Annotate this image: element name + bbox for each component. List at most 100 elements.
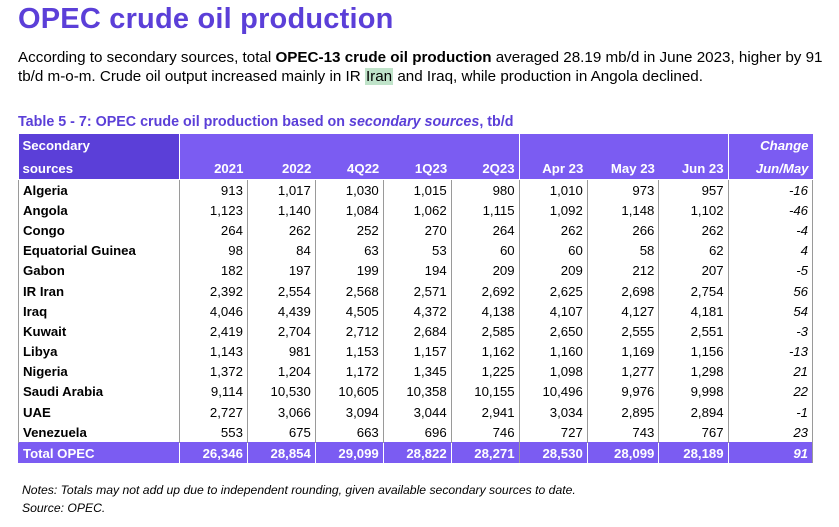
- intro-bold: OPEC-13 crude oil production: [275, 49, 492, 66]
- value-cell: 696: [382, 422, 452, 443]
- value-cell: 4,138: [450, 301, 520, 322]
- change-cell: 21: [727, 361, 814, 382]
- value-cell: 182: [179, 260, 248, 281]
- country-cell: Libya: [18, 341, 180, 362]
- value-cell: 10,605: [314, 381, 384, 403]
- value-cell: 767: [658, 422, 729, 443]
- country-cell: Kuwait: [18, 321, 180, 342]
- value-cell: 28,189: [658, 442, 729, 464]
- change-cell: -4: [727, 220, 814, 241]
- value-cell: 266: [586, 220, 659, 241]
- change-cell: -3: [727, 321, 814, 342]
- table-row: UAE 2,727 3,066 3,094 3,044 2,941 3,034 2,895 2,…: [18, 402, 814, 423]
- header-period: 2022: [247, 157, 316, 180]
- value-cell: 2,712: [314, 321, 384, 342]
- value-cell: 84: [246, 240, 316, 261]
- change-cell: 4: [727, 240, 814, 261]
- value-cell: 262: [518, 220, 588, 241]
- value-cell: 264: [450, 220, 520, 241]
- value-cell: 28,271: [450, 442, 520, 464]
- value-cell: 2,392: [179, 280, 248, 302]
- header-period: Apr 23: [518, 157, 588, 180]
- value-cell: 2,727: [179, 402, 248, 423]
- intro-text-1: According to secondary sources, total: [18, 49, 276, 66]
- change-cell: -46: [727, 200, 814, 221]
- value-cell: 2,571: [382, 280, 452, 302]
- value-cell: 1,148: [586, 200, 659, 221]
- value-cell: 2,684: [382, 321, 452, 342]
- page-title: OPEC crude oil production: [18, 3, 394, 35]
- value-cell: 1,084: [314, 200, 384, 221]
- country-cell: Iraq: [18, 301, 180, 322]
- value-cell: 9,998: [658, 381, 729, 403]
- value-cell: 10,530: [246, 381, 316, 403]
- country-cell: IR Iran: [18, 280, 180, 302]
- value-cell: 2,554: [246, 280, 316, 302]
- country-cell: Nigeria: [18, 361, 180, 382]
- table-row: Saudi Arabia 9,114 10,530 10,605 10,358 10,15…: [18, 381, 814, 403]
- value-cell: 1,156: [658, 341, 729, 362]
- value-cell: 553: [179, 422, 248, 443]
- value-cell: 1,010: [518, 179, 588, 201]
- value-cell: 2,754: [658, 280, 729, 302]
- value-cell: 1,204: [246, 361, 316, 382]
- value-cell: 1,102: [658, 200, 729, 221]
- value-cell: 3,034: [518, 402, 588, 423]
- table-row: Gabon 182 197 199 194 209 209 212 207 -5: [18, 260, 814, 281]
- table-row: Venezuela 553 675 663 696 746 727 743 767 23: [18, 422, 814, 443]
- value-cell: 62: [658, 240, 729, 261]
- table-caption: Table 5 - 7: OPEC crude oil production b…: [18, 114, 513, 130]
- value-cell: 663: [314, 422, 384, 443]
- country-cell: Saudi Arabia: [18, 381, 180, 403]
- value-cell: 252: [314, 220, 384, 241]
- value-cell: 2,698: [586, 280, 659, 302]
- table-row: Iraq 4,046 4,439 4,505 4,372 4,138 4,107 4,127 4…: [18, 301, 814, 322]
- value-cell: 1,030: [314, 179, 384, 201]
- value-cell: 1,372: [179, 361, 248, 382]
- change-cell: -5: [727, 260, 814, 281]
- value-cell: 981: [246, 341, 316, 362]
- value-cell: 26,346: [179, 442, 248, 464]
- table-row: Angola 1,123 1,140 1,084 1,062 1,115 1,092 1,14…: [18, 200, 814, 221]
- header-label-secondary: Secondary: [18, 134, 180, 157]
- table-row: IR Iran 2,392 2,554 2,568 2,571 2,692 2,625 2,6…: [18, 280, 814, 302]
- value-cell: 746: [450, 422, 520, 443]
- value-cell: 743: [586, 422, 659, 443]
- header-period: May 23: [587, 157, 659, 180]
- value-cell: 1,017: [246, 179, 316, 201]
- value-cell: 727: [518, 422, 588, 443]
- change-cell: 56: [727, 280, 814, 302]
- value-cell: 2,895: [586, 402, 659, 423]
- change-cell: 91: [727, 442, 814, 464]
- value-cell: 28,822: [382, 442, 452, 464]
- value-cell: 1,143: [179, 341, 248, 362]
- value-cell: 1,062: [382, 200, 452, 221]
- value-cell: 58: [586, 240, 659, 261]
- intro-highlight: Iran: [364, 68, 394, 85]
- header-label-sources: sources: [18, 157, 180, 180]
- country-cell: Congo: [18, 220, 180, 241]
- value-cell: 207: [658, 260, 729, 281]
- change-cell: -16: [727, 179, 814, 201]
- value-cell: 1,298: [658, 361, 729, 382]
- value-cell: 60: [450, 240, 520, 261]
- value-cell: 262: [658, 220, 729, 241]
- country-cell: UAE: [18, 402, 180, 423]
- value-cell: 10,358: [382, 381, 452, 403]
- header-change-sub: Jun/May: [727, 157, 813, 180]
- value-cell: 2,419: [179, 321, 248, 342]
- header-change: Change: [727, 134, 813, 157]
- production-table: Secondary Change sources 2021 2022 4Q22 …: [18, 134, 814, 464]
- total-row: Total OPEC 26,346 28,854 29,099 28,822 28,271…: [18, 442, 814, 464]
- value-cell: 2,551: [658, 321, 729, 342]
- value-cell: 1,277: [586, 361, 659, 382]
- value-cell: 913: [179, 179, 248, 201]
- value-cell: 53: [382, 240, 452, 261]
- country-cell: Venezuela: [18, 422, 180, 443]
- change-cell: 54: [727, 301, 814, 322]
- value-cell: 1,153: [314, 341, 384, 362]
- value-cell: 60: [518, 240, 588, 261]
- value-cell: 1,162: [450, 341, 520, 362]
- value-cell: 10,155: [450, 381, 520, 403]
- value-cell: 10,496: [518, 381, 588, 403]
